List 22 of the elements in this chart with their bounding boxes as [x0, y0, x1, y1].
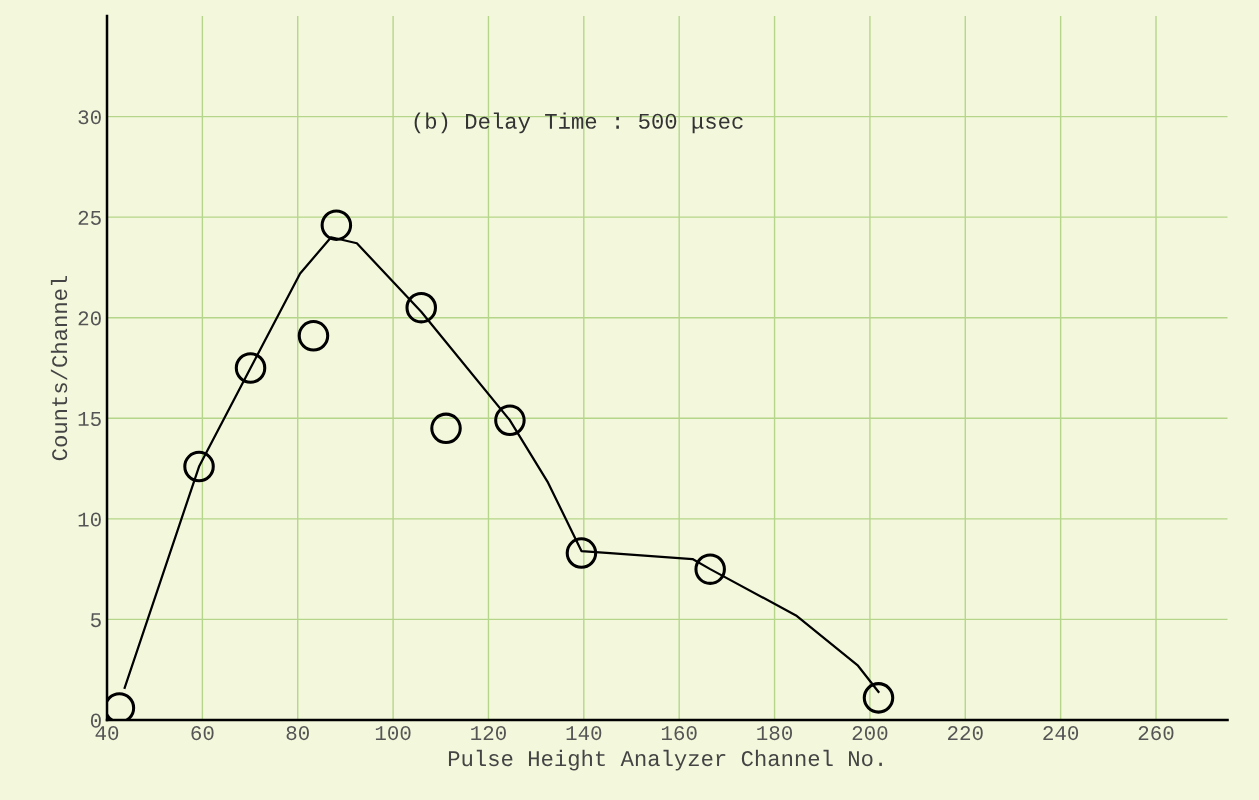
x-tick-label: 220: [947, 726, 983, 741]
y-tick-label: 10: [78, 512, 101, 527]
y-tick-label: 5: [90, 613, 101, 628]
x-tick-label: 200: [852, 726, 888, 741]
y-tick-label: 20: [78, 311, 101, 326]
text: (b) Delay Time : 500 μsec: [414, 112, 743, 134]
y-tick-label: 15: [78, 412, 101, 427]
x-tick-label: 100: [375, 726, 411, 741]
y-tick-label: 30: [78, 110, 101, 125]
y-axis-title: Counts/Channel: [50, 275, 68, 461]
x-tick-label: 260: [1138, 726, 1174, 741]
x-tick-label: 80: [286, 726, 309, 741]
x-tick-label: 180: [757, 726, 793, 741]
x-tick-label: 160: [661, 726, 697, 741]
y-tick-label: 25: [78, 210, 101, 225]
x-tick-label: 40: [95, 726, 119, 741]
x-tick-label: 140: [566, 726, 602, 741]
y-tick-label: 0: [90, 713, 101, 728]
x-tick-label: 240: [1043, 726, 1079, 741]
x-tick-label: 60: [191, 726, 214, 741]
x-axis-title: Pulse Height Analyzer Channel No.: [448, 749, 882, 771]
x-tick-label: 120: [471, 726, 506, 741]
